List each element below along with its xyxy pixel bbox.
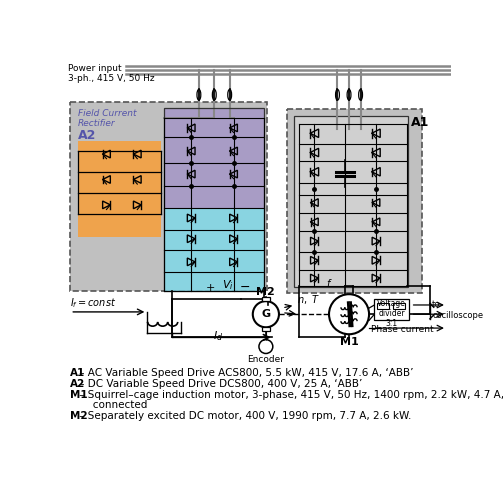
Text: A1: A1: [410, 116, 429, 129]
Text: M1: M1: [340, 337, 359, 347]
Bar: [377, 303, 389, 309]
Text: −: −: [240, 281, 250, 294]
Text: – AC Variable Speed Drive ACS800, 5.5 kW, 415 V, 17.6 A, ‘ABB’: – AC Variable Speed Drive ACS800, 5.5 kW…: [76, 368, 414, 378]
Bar: [393, 303, 405, 309]
Text: – Separately excited DC motor, 400 V, 1990 rpm, 7.7 A, 2.6 kW.: – Separately excited DC motor, 400 V, 19…: [76, 411, 412, 421]
Text: to
oscilloscope: to oscilloscope: [432, 301, 483, 320]
Text: +: +: [206, 283, 215, 293]
Bar: [294, 116, 407, 287]
Text: Field Current
Rectifier: Field Current Rectifier: [78, 109, 136, 128]
Text: A2: A2: [70, 379, 86, 389]
Bar: [164, 108, 265, 291]
Text: – DC Variable Speed Drive DCS800, 400 V, 25 A, ‘ABB’: – DC Variable Speed Drive DCS800, 400 V,…: [76, 379, 363, 389]
Text: $V_i$: $V_i$: [221, 278, 233, 292]
Text: Voltage
divider
3:1: Voltage divider 3:1: [377, 299, 406, 328]
Bar: [262, 297, 270, 301]
Text: – Squirrel–cage induction motor, 3-phase, 415 V, 50 Hz, 1400 rpm, 2.2 kW, 4.7 A,: – Squirrel–cage induction motor, 3-phase…: [76, 390, 503, 400]
Text: A2: A2: [78, 129, 97, 142]
Bar: [70, 103, 267, 291]
Text: G: G: [262, 309, 271, 319]
Bar: [78, 141, 161, 237]
Text: M1: M1: [70, 390, 88, 400]
Text: $n,\ T$: $n,\ T$: [297, 294, 319, 307]
Text: M2: M2: [70, 411, 88, 421]
Text: $I_f = const$: $I_f = const$: [70, 297, 117, 310]
Text: Phase current: Phase current: [371, 325, 433, 334]
Text: $f$: $f$: [326, 277, 332, 289]
Bar: [164, 208, 265, 291]
Text: Encoder: Encoder: [247, 355, 284, 364]
Text: connected: connected: [70, 400, 148, 410]
Bar: [164, 108, 265, 208]
Bar: [262, 327, 270, 331]
Text: A1: A1: [70, 368, 86, 378]
Text: M2: M2: [257, 287, 275, 297]
Circle shape: [329, 294, 369, 334]
Bar: [374, 299, 409, 320]
Bar: [287, 109, 422, 294]
Text: $I_d$: $I_d$: [213, 330, 223, 343]
Text: Power input
3-ph., 415 V, 50 Hz: Power input 3-ph., 415 V, 50 Hz: [68, 64, 154, 83]
